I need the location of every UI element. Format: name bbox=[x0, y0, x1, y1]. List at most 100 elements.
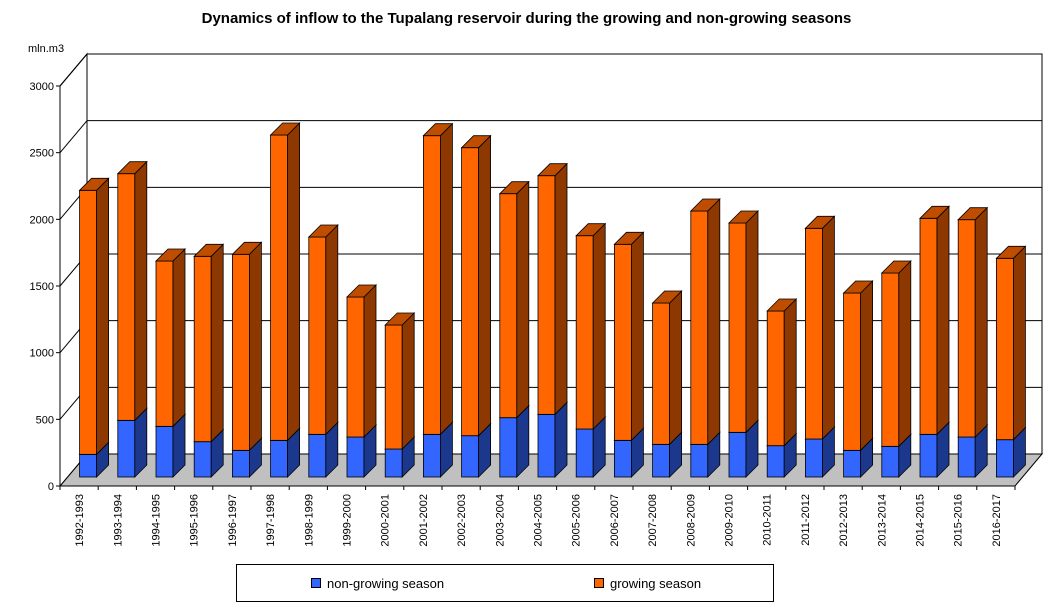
x-tick-label: 1993-1994 bbox=[112, 494, 124, 547]
bar-side bbox=[96, 177, 109, 456]
bar-top bbox=[766, 298, 798, 312]
bar-side bbox=[822, 215, 835, 440]
bar-side bbox=[783, 298, 797, 447]
bar-growing bbox=[919, 217, 938, 435]
x-tick-label: 2005-2006 bbox=[571, 494, 583, 547]
bar-top bbox=[957, 207, 989, 221]
bar-growing bbox=[193, 255, 212, 443]
bar-top bbox=[537, 163, 568, 177]
x-tick-label: 2002-2003 bbox=[456, 494, 468, 547]
bar-non-growing bbox=[652, 443, 670, 478]
chart-canvas: 0 500 1000 1500 2000 2500 3000 mln.m3 1992-1993 1… bbox=[28, 43, 1044, 547]
legend-label-non-growing: non-growing season bbox=[327, 576, 445, 591]
bar-non-growing bbox=[766, 445, 785, 478]
bar-non-growing bbox=[270, 439, 289, 478]
bar-growing bbox=[79, 189, 97, 455]
x-tick-label: 2013-2014 bbox=[876, 494, 888, 547]
bar-growing bbox=[384, 324, 403, 450]
legend-item-non-growing: non-growing season bbox=[311, 576, 444, 591]
x-tick-label: 2007-2008 bbox=[647, 494, 659, 547]
bar-top bbox=[575, 223, 607, 237]
bar-side bbox=[210, 243, 224, 443]
bar-growing bbox=[652, 302, 670, 445]
bar-non-growing bbox=[79, 453, 97, 478]
bar-side bbox=[439, 122, 453, 436]
bar-side bbox=[898, 260, 912, 448]
bar-top bbox=[460, 135, 492, 149]
bar-non-growing bbox=[614, 439, 632, 478]
x-tick-label: 1996-1997 bbox=[227, 494, 239, 547]
x-tick-label: 2003-2004 bbox=[494, 494, 506, 547]
legend: non-growing season growing season bbox=[236, 564, 774, 602]
bar-side bbox=[287, 122, 301, 442]
y-tick-label: 2500 bbox=[30, 148, 54, 160]
bar-top bbox=[116, 161, 148, 175]
legend-item-growing: growing season bbox=[594, 576, 701, 591]
x-tick-label: 2004-2005 bbox=[533, 494, 545, 547]
bar-top bbox=[422, 123, 454, 137]
chart-title: Dynamics of inflow to the Tupalang reser… bbox=[201, 10, 852, 27]
bar-non-growing bbox=[537, 413, 556, 478]
y-axis-label: mln.m3 bbox=[28, 43, 64, 55]
bar-side bbox=[554, 162, 568, 416]
bar-non-growing bbox=[690, 443, 709, 478]
bar-growing bbox=[805, 227, 823, 440]
bar-growing bbox=[881, 272, 900, 447]
x-tick-label: 2010-2011 bbox=[762, 494, 774, 546]
bar-side bbox=[516, 180, 530, 419]
y-tick-label: 500 bbox=[36, 414, 54, 426]
bar-non-growing bbox=[422, 433, 441, 478]
bar-growing bbox=[117, 173, 136, 421]
bar-side bbox=[974, 206, 988, 438]
x-tick-label: 2012-2013 bbox=[838, 494, 850, 547]
bar-non-growing bbox=[575, 428, 594, 478]
bar-side bbox=[936, 205, 950, 436]
bar-top bbox=[307, 224, 339, 238]
y-tick-label: 2000 bbox=[30, 214, 54, 226]
gridline-diagonal bbox=[59, 53, 88, 87]
bar-growing bbox=[422, 135, 441, 435]
bar-growing bbox=[957, 219, 976, 438]
bar-non-growing bbox=[996, 439, 1014, 478]
y-tick-label: 3000 bbox=[30, 81, 54, 93]
x-tick-label: 1995-1996 bbox=[189, 494, 201, 547]
bar-non-growing bbox=[919, 433, 938, 478]
bar-non-growing bbox=[308, 433, 327, 478]
bar-non-growing bbox=[384, 448, 403, 478]
bar-side bbox=[554, 401, 568, 478]
bar-growing bbox=[843, 292, 861, 451]
bar-non-growing bbox=[843, 449, 861, 478]
bar-top bbox=[231, 241, 263, 255]
bar-non-growing bbox=[957, 436, 976, 478]
bar-growing bbox=[155, 260, 174, 427]
bar-side bbox=[325, 224, 339, 436]
bar-growing bbox=[728, 222, 747, 433]
bar-growing bbox=[537, 175, 556, 415]
gridline-diagonal bbox=[59, 120, 88, 153]
legend-swatch-growing bbox=[594, 578, 604, 588]
x-tick-label: 1999-2000 bbox=[342, 494, 354, 547]
bar-growing bbox=[690, 210, 709, 445]
x-tick-label: 2011-2012 bbox=[800, 494, 812, 546]
bar-top bbox=[78, 177, 110, 191]
bar-side bbox=[707, 198, 721, 446]
bar-side bbox=[478, 134, 492, 437]
y-tick-label: 1000 bbox=[30, 348, 54, 360]
bar-top bbox=[689, 198, 721, 212]
x-tick-label: 1997-1998 bbox=[265, 494, 277, 547]
bar-top bbox=[613, 231, 645, 245]
bar-non-growing bbox=[881, 445, 900, 478]
bar-side bbox=[134, 160, 148, 422]
bar-top bbox=[880, 260, 912, 274]
bar-side bbox=[745, 210, 759, 434]
legend-swatch-non-growing bbox=[311, 578, 321, 588]
bar-top bbox=[842, 280, 874, 294]
bar-non-growing bbox=[805, 438, 823, 478]
bar-side bbox=[631, 231, 644, 442]
bar-non-growing bbox=[499, 417, 518, 478]
x-tick-label: 2014-2015 bbox=[915, 494, 927, 547]
y-tick-label: 0 bbox=[48, 481, 54, 493]
legend-label-growing: growing season bbox=[610, 576, 702, 591]
bar-non-growing bbox=[231, 449, 250, 478]
bar-non-growing bbox=[728, 431, 747, 478]
